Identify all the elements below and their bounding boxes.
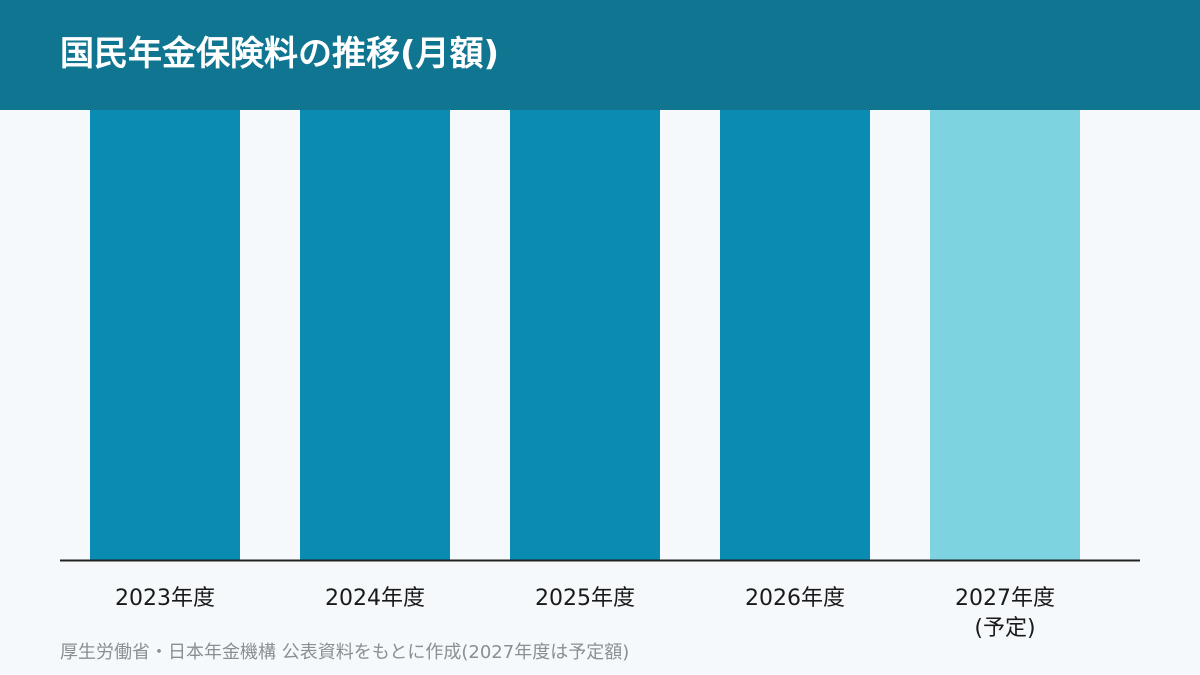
bar-0 <box>90 110 240 560</box>
category-label-2: 2025年度 <box>535 586 635 611</box>
bar-1 <box>300 110 450 560</box>
bar-3 <box>720 110 870 560</box>
category-label-1: 2024年度 <box>325 586 425 611</box>
bar-4 <box>930 110 1080 560</box>
category-label-0: 2023年度 <box>115 586 215 611</box>
header-banner: 国民年金保険料の推移(月額) <box>0 0 1200 110</box>
bar-chart: 16,520円2023年度16,980円2024年度17,510円2025年度1… <box>60 110 1140 640</box>
page-title: 国民年金保険料の推移(月額) <box>60 34 500 74</box>
category-label-3: 2026年度 <box>745 586 845 611</box>
category-label-4: 2027年度 <box>955 586 1055 611</box>
bar-2 <box>510 110 660 560</box>
category-sublabel-4: (予定) <box>974 616 1035 640</box>
source-note: 厚生労働省・日本年金機構 公表資料をもとに作成(2027年度は予定額) <box>60 642 630 663</box>
